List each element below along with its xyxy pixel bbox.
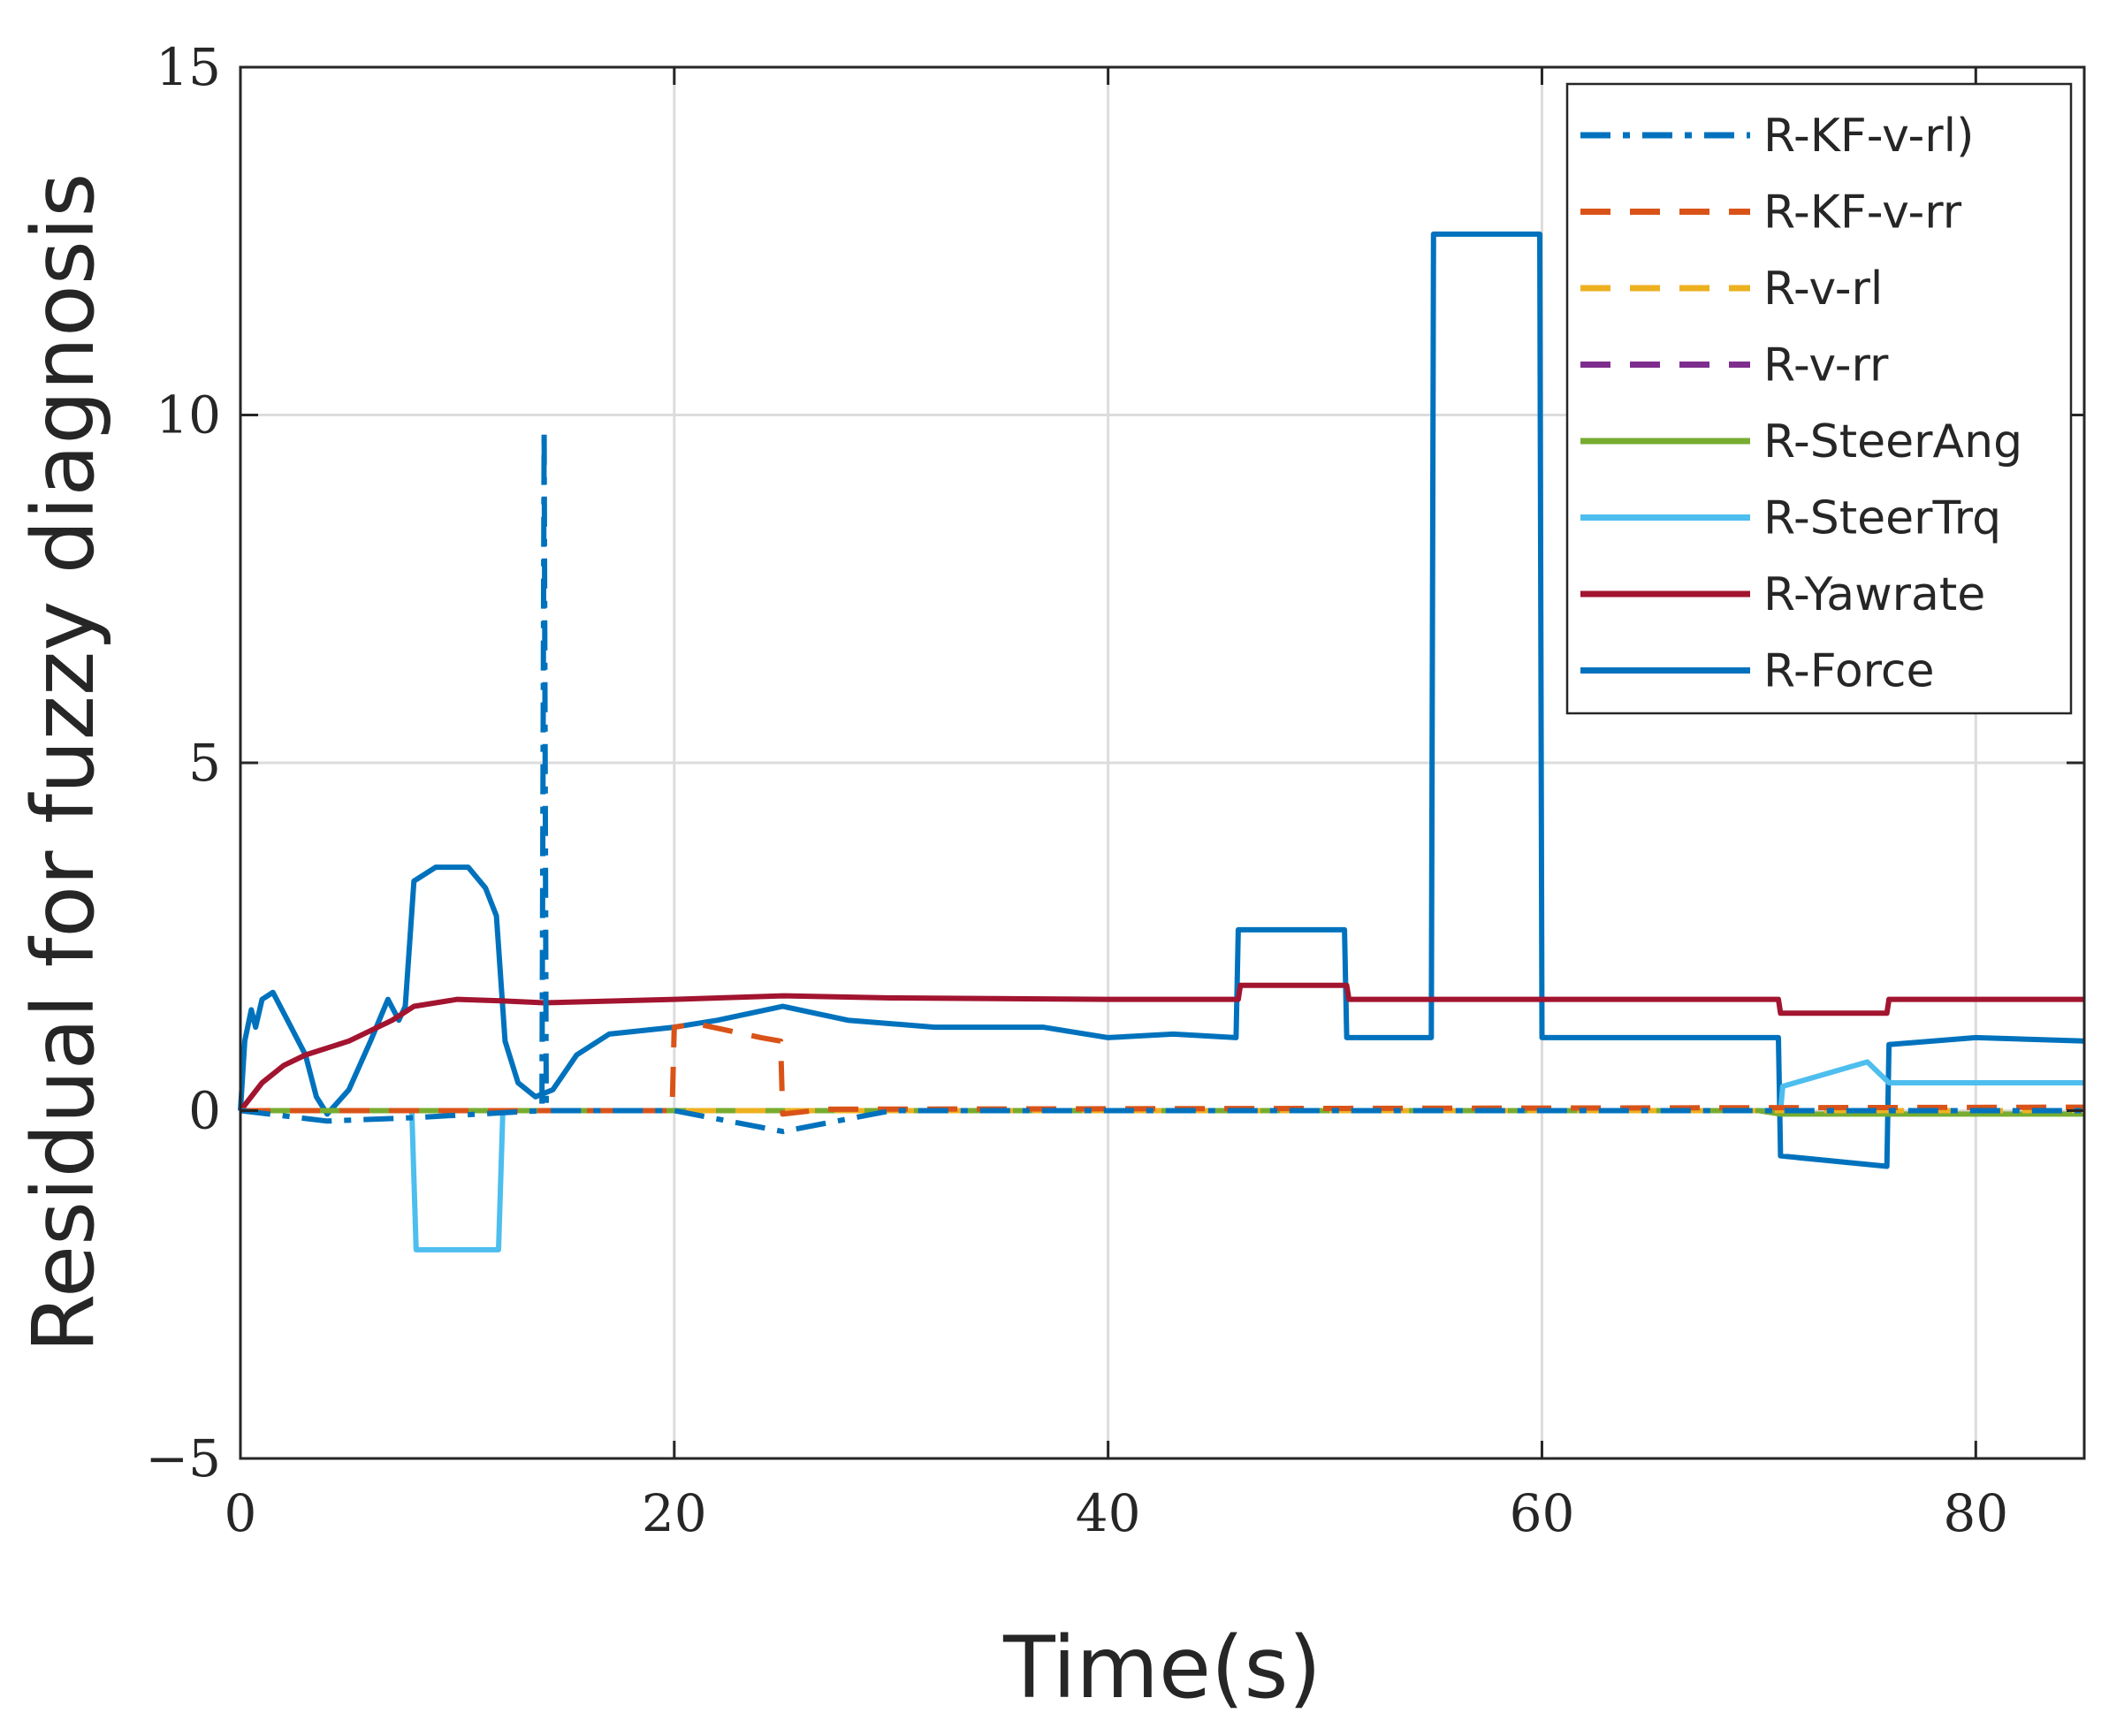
series-layer xyxy=(238,231,2085,1253)
x-tick-label: 60 xyxy=(1510,1483,1575,1543)
x-tick-label: 80 xyxy=(1943,1483,2008,1543)
legend-label: R-KF-v-rl) xyxy=(1763,110,1974,163)
series-line-r-yawrate xyxy=(238,982,2084,1113)
legend-label: R-v-rl xyxy=(1763,263,1883,316)
legend-box xyxy=(1565,82,2073,715)
y-tick-label: −5 xyxy=(146,1428,222,1489)
y-tick-label: 10 xyxy=(156,385,221,445)
series-line-r-steertrq xyxy=(240,1059,2084,1253)
y-axis-label: Residual for fuzzy diagnosis xyxy=(14,173,113,1353)
legend-label: R-SteerTrq xyxy=(1763,492,2001,545)
y-tick-label: 15 xyxy=(156,37,221,97)
legend-label: R-Force xyxy=(1763,645,1934,698)
x-tick-label: 20 xyxy=(642,1483,707,1543)
legend-label: R-v-rr xyxy=(1763,339,1889,392)
legend-label: R-Yawrate xyxy=(1763,568,1985,621)
x-axis-label: Time(s) xyxy=(1002,1618,1321,1717)
x-tick-label: 40 xyxy=(1076,1483,1141,1543)
legend-label: R-SteerAng xyxy=(1763,415,2022,468)
legend-label: R-KF-v-rr xyxy=(1763,187,1962,240)
series-line-r-kf-v-rl xyxy=(240,426,2084,1135)
y-tick-label: 5 xyxy=(188,733,221,793)
x-tick-label: 0 xyxy=(225,1483,257,1543)
series-line-r-kf-v-rr xyxy=(240,1021,2085,1117)
series-line-r-force xyxy=(238,231,2085,1169)
y-tick-label: 0 xyxy=(188,1081,221,1141)
legend: R-KF-v-rl) R-KF-v-rr R-v-rl R-v-rr R-SteerAn… xyxy=(1565,82,2073,715)
tick-layer xyxy=(239,65,2084,1460)
